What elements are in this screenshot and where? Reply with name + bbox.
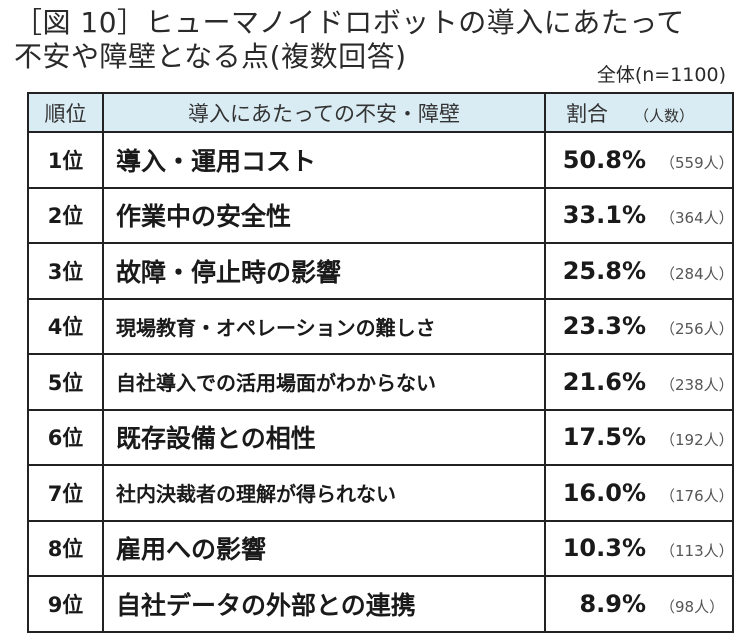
item-cell: 故障・停止時の影響 xyxy=(102,242,546,300)
pct-cell: 8.9% （98人） xyxy=(544,575,734,633)
rank-cell: 2位 xyxy=(27,186,104,244)
header-rank: 順位 xyxy=(27,92,104,133)
count-value: （192人） xyxy=(660,431,733,450)
header-item: 導入にあたっての不安・障壁 xyxy=(102,92,546,133)
rank-cell: 1位 xyxy=(27,131,104,189)
count-value: （559人） xyxy=(660,153,733,172)
rank-cell: 5位 xyxy=(27,353,104,411)
pct-cell: 21.6% （238人） xyxy=(544,353,734,411)
item-cell: 現場教育・オペレーションの難しさ xyxy=(102,297,546,355)
pct-value: 16.0% xyxy=(562,478,646,507)
count-value: （284人） xyxy=(660,264,733,283)
figure-title-line2: 不安や障壁となる点(複数回答) xyxy=(14,40,407,73)
pct-value: 23.3% xyxy=(562,312,646,341)
item-cell: 雇用への影響 xyxy=(102,519,546,577)
pct-cell: 25.8% （284人） xyxy=(544,242,734,300)
rank-cell: 8位 xyxy=(27,519,104,577)
header-count-label: （人数） xyxy=(634,106,695,125)
table-header-row: 順位 導入にあたっての不安・障壁 割合 （人数） xyxy=(27,92,734,133)
count-value: （256人） xyxy=(660,320,733,339)
count-value: （176人） xyxy=(660,486,733,505)
item-cell: 自社データの外部との連携 xyxy=(102,575,546,633)
count-value: （238人） xyxy=(660,375,733,394)
count-value: （98人） xyxy=(660,597,725,616)
rank-cell: 7位 xyxy=(27,464,104,522)
sample-size-label: 全体(n=1100) xyxy=(596,64,726,86)
rank-cell: 6位 xyxy=(27,408,104,466)
count-value: （364人） xyxy=(660,209,733,228)
item-cell: 自社導入での活用場面がわからない xyxy=(102,353,546,411)
table-row: 1位 導入・運用コスト 50.8% （559人） xyxy=(27,131,734,189)
rank-cell: 9位 xyxy=(27,575,104,633)
item-cell: 社内決裁者の理解が得られない xyxy=(102,464,546,522)
pct-cell: 17.5% （192人） xyxy=(544,408,734,466)
pct-value: 21.6% xyxy=(562,367,646,396)
item-cell: 導入・運用コスト xyxy=(102,131,546,189)
pct-cell: 50.8% （559人） xyxy=(544,131,734,189)
header-percentage: 割合 （人数） xyxy=(544,92,734,133)
pct-value: 8.9% xyxy=(579,589,646,618)
pct-value: 25.8% xyxy=(562,256,646,285)
pct-value: 10.3% xyxy=(562,534,646,563)
table-row: 4位 現場教育・オペレーションの難しさ 23.3% （256人） xyxy=(27,297,734,355)
table-row: 6位 既存設備との相性 17.5% （192人） xyxy=(27,408,734,466)
figure-title-line1: ［図 10］ヒューマノイドロボットの導入にあたって xyxy=(14,6,685,39)
pct-value: 17.5% xyxy=(562,423,646,452)
pct-value: 50.8% xyxy=(562,145,646,174)
table-row: 2位 作業中の安全性 33.1% （364人） xyxy=(27,186,734,244)
header-pct-label: 割合 xyxy=(566,101,608,126)
ranking-table: 順位 導入にあたっての不安・障壁 割合 （人数） 1位 導入・運用コスト 50.8… xyxy=(27,92,734,633)
pct-cell: 16.0% （176人） xyxy=(544,464,734,522)
pct-value: 33.1% xyxy=(562,201,646,230)
pct-cell: 33.1% （364人） xyxy=(544,186,734,244)
item-cell: 作業中の安全性 xyxy=(102,186,546,244)
count-value: （113人） xyxy=(660,542,733,561)
rank-cell: 4位 xyxy=(27,297,104,355)
table-row: 7位 社内決裁者の理解が得られない 16.0% （176人） xyxy=(27,464,734,522)
item-cell: 既存設備との相性 xyxy=(102,408,546,466)
table-row: 5位 自社導入での活用場面がわからない 21.6% （238人） xyxy=(27,353,734,411)
table-row: 8位 雇用への影響 10.3% （113人） xyxy=(27,519,734,577)
pct-cell: 10.3% （113人） xyxy=(544,519,734,577)
rank-cell: 3位 xyxy=(27,242,104,300)
table-row: 3位 故障・停止時の影響 25.8% （284人） xyxy=(27,242,734,300)
pct-cell: 23.3% （256人） xyxy=(544,297,734,355)
figure-title: ［図 10］ヒューマノイドロボットの導入にあたって 不安や障壁となる点(複数回答… xyxy=(14,6,685,74)
table-row: 9位 自社データの外部との連携 8.9% （98人） xyxy=(27,575,734,633)
